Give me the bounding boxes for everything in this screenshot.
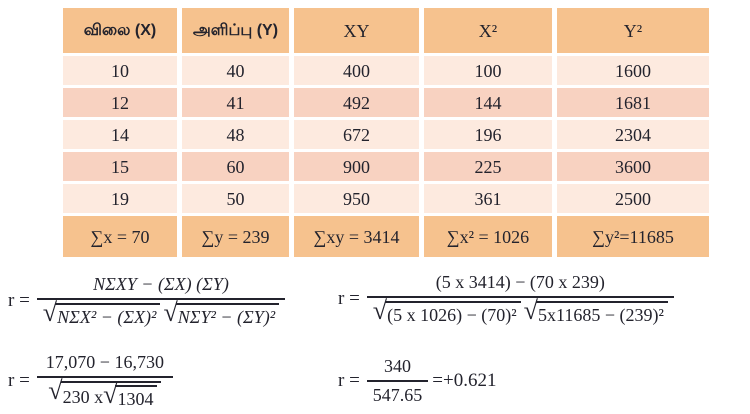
table-cell: 950: [294, 184, 419, 213]
formula-denominator: √ NΣX² − (ΣX)² √ NΣY² − (ΣY)²: [37, 300, 285, 328]
sqrt-outer-text: 230 x: [62, 387, 104, 407]
sqrt-term: √ (5 x 1026) − (70)²: [372, 296, 521, 326]
table-cell: 41: [182, 88, 289, 117]
formula-lhs: r =: [8, 370, 30, 391]
radical-icon: √: [103, 380, 118, 409]
formula-simplified: r = 17,070 − 16,730 √ 230 x √ 1304: [8, 352, 173, 410]
radical-icon: √: [163, 298, 178, 327]
formula-section: r = NΣXY − (ΣX) (ΣY) √ NΣX² − (ΣX)² √ NΣY² …: [0, 270, 750, 414]
fraction: NΣXY − (ΣX) (ΣY) √ NΣX² − (ΣX)² √ NΣY² − (Σ…: [36, 274, 286, 328]
formula-numerator: (5 x 3414) − (70 x 239): [366, 272, 674, 298]
sqrt-term-nested: √ 1304: [103, 380, 158, 410]
fraction: (5 x 3414) − (70 x 239) √ (5 x 1026) − (7…: [366, 272, 674, 326]
formula-numerator: NΣXY − (ΣX) (ΣY): [36, 274, 286, 300]
column-header-y2: Y²: [557, 8, 709, 53]
sqrt-term: √ 5x11685 − (239)²: [523, 296, 668, 326]
formula-substitution: r = (5 x 3414) − (70 x 239) √ (5 x 1026) …: [338, 272, 674, 326]
sqrt-term: √ NΣX² − (ΣX)²: [42, 298, 161, 328]
table-cell: 19: [63, 184, 177, 213]
table-cell: 12: [63, 88, 177, 117]
radical-icon: √: [372, 296, 388, 325]
sqrt-content: 1304: [115, 385, 158, 410]
radical-icon: √: [523, 296, 538, 325]
radical-icon: √: [42, 298, 58, 327]
formula-numerator: 17,070 − 16,730: [36, 352, 173, 378]
table-cell: 900: [294, 152, 419, 181]
table-cell: 50: [182, 184, 289, 213]
totals-cell-sum-x: ∑x = 70: [63, 216, 177, 257]
formula-denominator: √ 230 x √ 1304: [37, 378, 173, 410]
column-header-xy: XY: [294, 8, 419, 53]
formula-denominator: √ (5 x 1026) − (70)² √ 5x11685 − (239)²: [367, 298, 674, 326]
table-cell: 48: [182, 120, 289, 149]
sqrt-content: (5 x 1026) − (70)²: [385, 301, 521, 326]
sqrt-content: 5x11685 − (239)²: [535, 301, 668, 326]
table-cell: 492: [294, 88, 419, 117]
column-header-price-x: விலை (X): [63, 8, 177, 53]
table-cell: 225: [424, 152, 552, 181]
table-cell: 2500: [557, 184, 709, 213]
table-cell: 400: [294, 56, 419, 85]
table-cell: 100: [424, 56, 552, 85]
table-cell: 1681: [557, 88, 709, 117]
sqrt-content: NΣY² − (ΣY)²: [175, 303, 280, 328]
formula-numerator: 340: [366, 356, 429, 382]
table-cell: 361: [424, 184, 552, 213]
totals-cell-sum-x2: ∑x² = 1026: [424, 216, 552, 257]
sqrt-term: √ NΣY² − (ΣY)²: [163, 298, 280, 328]
table-cell: 3600: [557, 152, 709, 181]
correlation-table: விலை (X) அளிப்பு (Y) XY X² Y² 10 40 400 …: [63, 8, 709, 257]
sqrt-term: √ 230 x √ 1304: [48, 376, 162, 410]
table-cell: 10: [63, 56, 177, 85]
radical-icon: √: [48, 376, 63, 405]
totals-cell-sum-xy: ∑xy = 3414: [294, 216, 419, 257]
fraction: 340 547.65: [366, 356, 429, 406]
table-cell: 40: [182, 56, 289, 85]
sqrt-content: NΣX² − (ΣX)²: [55, 303, 161, 328]
formula-denominator: 547.65: [372, 385, 423, 405]
formula-lhs: r =: [8, 290, 30, 311]
table-cell: 672: [294, 120, 419, 149]
table-cell: 14: [63, 120, 177, 149]
table-cell: 60: [182, 152, 289, 181]
formula-result: r = 340 547.65 =+0.621: [338, 356, 496, 406]
column-header-supply-y: அளிப்பு (Y): [182, 8, 289, 53]
table-cell: 144: [424, 88, 552, 117]
formula-lhs: r =: [338, 370, 360, 391]
table-cell: 15: [63, 152, 177, 181]
formula-lhs: r =: [338, 288, 360, 309]
formula-definition: r = NΣXY − (ΣX) (ΣY) √ NΣX² − (ΣX)² √ NΣY² …: [8, 274, 286, 328]
totals-cell-sum-y: ∑y = 239: [182, 216, 289, 257]
sqrt-content: 230 x √ 1304: [60, 380, 162, 410]
fraction: 17,070 − 16,730 √ 230 x √ 1304: [36, 352, 173, 410]
table-cell: 196: [424, 120, 552, 149]
table-cell: 2304: [557, 120, 709, 149]
table-cell: 1600: [557, 56, 709, 85]
column-header-x2: X²: [424, 8, 552, 53]
result-value: =+0.621: [432, 370, 497, 391]
totals-cell-sum-y2: ∑y²=11685: [557, 216, 709, 257]
